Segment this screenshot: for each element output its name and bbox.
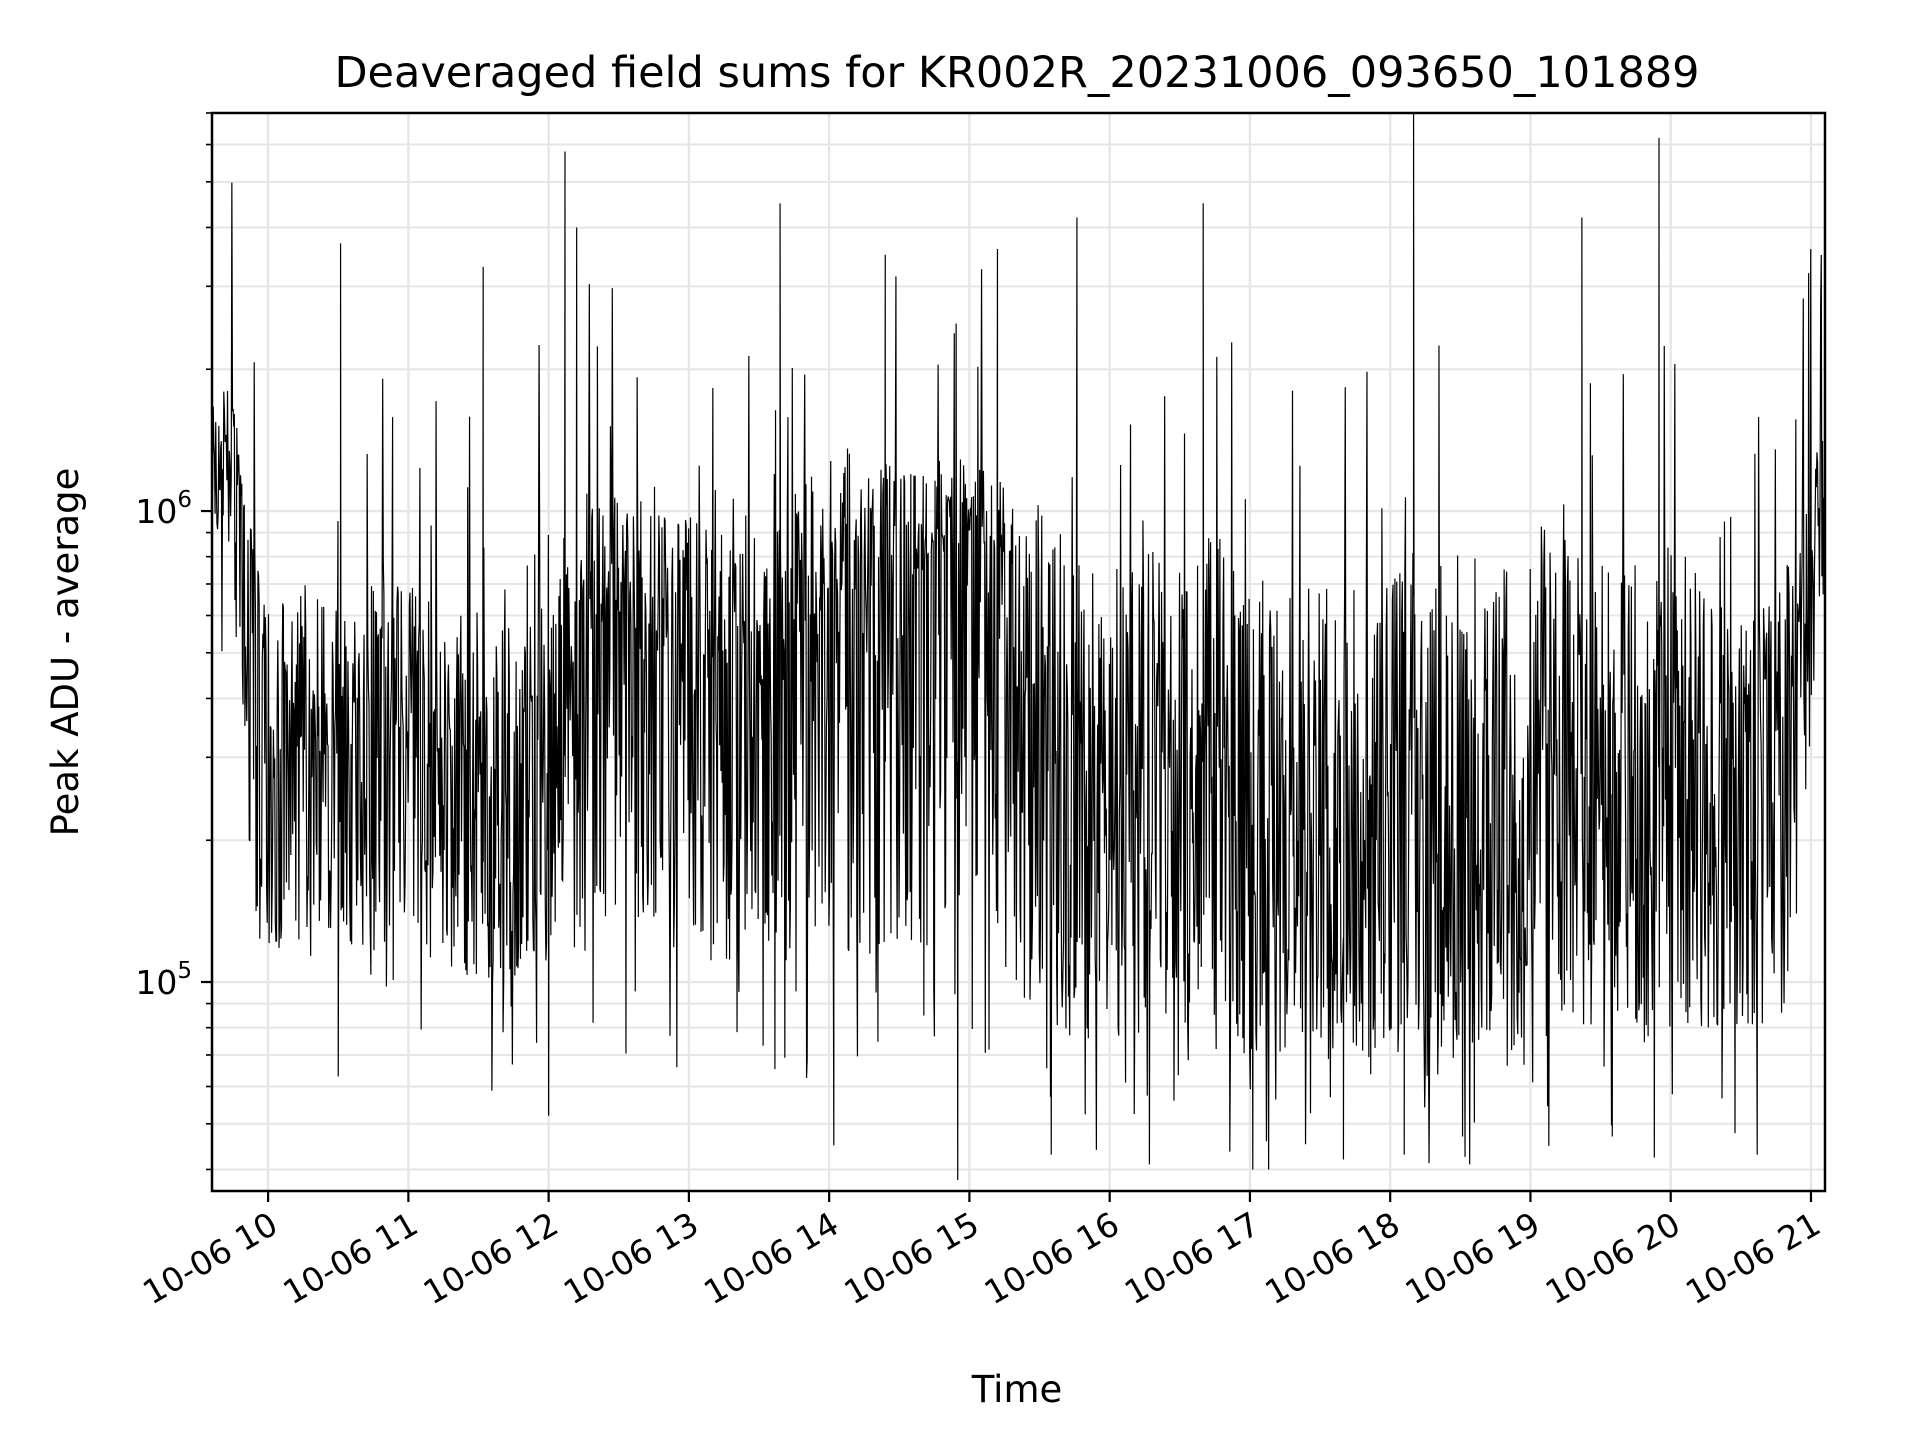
y-tick-label-exponent: 5 xyxy=(177,958,192,984)
y-tick-label-exponent: 6 xyxy=(177,487,192,513)
chart-title: Deaveraged field sums for KR002R_2023100… xyxy=(334,48,1699,98)
plot-frame xyxy=(210,111,1827,1193)
y-tick-label: 105 xyxy=(135,958,192,1002)
y-tick-label-base: 10 xyxy=(135,492,177,531)
series-line-0 xyxy=(212,113,1825,1180)
y-tick-label-base: 10 xyxy=(135,963,177,1002)
y-tick-label: 106 xyxy=(135,487,192,531)
plot-area xyxy=(212,113,1825,1180)
y-axis-label: Peak ADU - average xyxy=(44,468,87,837)
x-axis-label: Time xyxy=(971,1368,1063,1411)
